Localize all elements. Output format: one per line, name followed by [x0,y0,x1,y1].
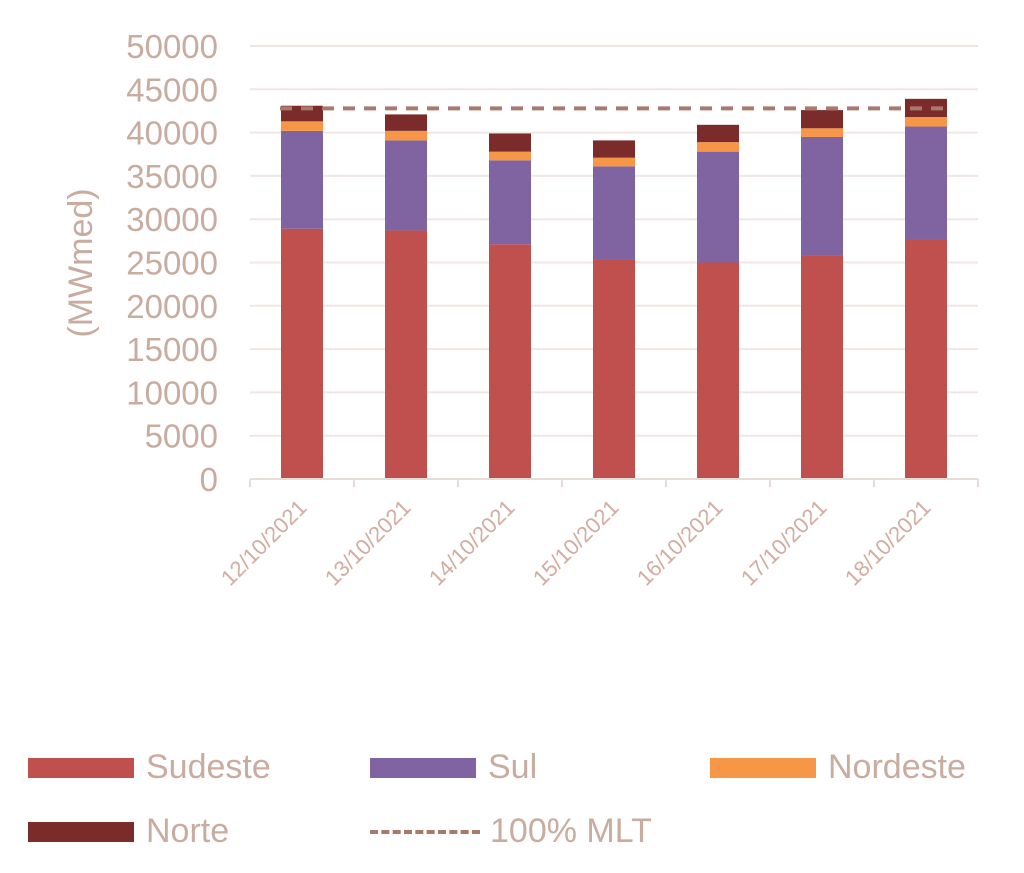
bar-nordeste [281,121,323,131]
y-tick-label: 35000 [126,158,218,195]
legend-label-mlt: 100% MLT [490,812,652,850]
y-tick-label: 45000 [126,71,218,108]
legend-swatch-mlt [370,829,480,834]
bar-sudeste [593,259,635,479]
legend-label-norte: Norte [146,812,230,850]
x-axis [249,478,979,487]
legend-swatch-norte [28,821,134,842]
bar-sudeste [385,230,427,479]
bar-sul [801,136,843,256]
legend-label-nordeste: Nordeste [828,748,966,786]
bar-sul [281,130,323,229]
bar-nordeste [593,157,635,167]
y-axis-label: (MWmed) [62,188,100,337]
x-tick-label: 16/10/2021 [632,495,728,591]
legend-label-sudeste: Sudeste [146,748,271,786]
y-tick-label: 20000 [126,288,218,325]
bar-norte [489,133,531,152]
bar-sudeste [281,228,323,479]
y-tick-label: 30000 [126,201,218,238]
stacked-bar-chart: 0 5000 10000 15000 20000 25000 30000 35000 40000… [62,28,979,591]
bars [281,98,947,479]
legend-label-sul: Sul [488,748,538,786]
x-tick-label: 15/10/2021 [528,495,624,591]
legend-item-nordeste: Nordeste [710,748,966,787]
legend-swatch-sudeste [28,757,134,778]
bar-norte [697,124,739,143]
y-axis-ticks: 0 5000 10000 15000 20000 25000 30000 35000 40000… [126,28,218,498]
y-tick-label: 0 [200,461,218,498]
legend: Sudeste Sul Nordeste Norte 100% MLT [0,740,1024,860]
bar-nordeste [697,142,739,152]
x-axis-ticks: 12/10/2021 13/10/2021 14/10/2021 15/10/2021… [216,495,936,591]
x-tick-label: 14/10/2021 [424,495,520,591]
y-tick-label: 25000 [126,245,218,282]
legend-item-sul: Sul [370,748,537,787]
legend-swatch-sul [370,757,476,778]
legend-item-norte: Norte [28,812,229,851]
bar-sul [385,140,427,231]
x-tick-label: 17/10/2021 [736,495,832,591]
y-tick-label: 15000 [126,331,218,368]
bar-sul [489,160,531,245]
bar-norte [801,110,843,129]
y-tick-label: 40000 [126,115,218,152]
bar-sudeste [905,239,947,479]
bar-nordeste [905,117,947,127]
bar-sudeste [489,244,531,479]
x-tick-label: 12/10/2021 [216,495,312,591]
legend-swatch-nordeste [710,757,816,778]
x-tick-label: 13/10/2021 [320,495,416,591]
bar-nordeste [385,130,427,141]
x-tick-label: 18/10/2021 [840,495,936,591]
bar-norte [385,114,427,131]
legend-item-mlt: 100% MLT [370,812,652,851]
bar-norte [905,98,947,118]
bar-norte [593,140,635,158]
bar-nordeste [801,128,843,137]
bar-sudeste [697,262,739,479]
bar-sul [593,166,635,260]
bar-sul [697,151,739,263]
bar-sul [905,126,947,240]
y-tick-label: 50000 [126,28,218,65]
legend-item-sudeste: Sudeste [28,748,271,787]
bar-nordeste [489,151,531,161]
y-tick-label: 10000 [126,374,218,411]
y-tick-label: 5000 [145,418,218,455]
bar-sudeste [801,255,843,479]
